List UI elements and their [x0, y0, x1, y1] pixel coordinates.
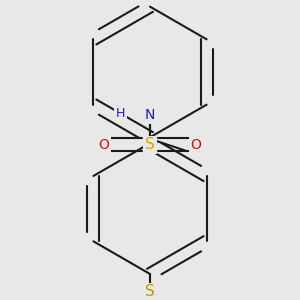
- Text: H: H: [116, 107, 125, 120]
- Text: N: N: [145, 108, 155, 122]
- Text: S: S: [145, 137, 155, 152]
- Text: O: O: [190, 138, 202, 152]
- Text: S: S: [145, 284, 155, 299]
- Text: O: O: [98, 138, 110, 152]
